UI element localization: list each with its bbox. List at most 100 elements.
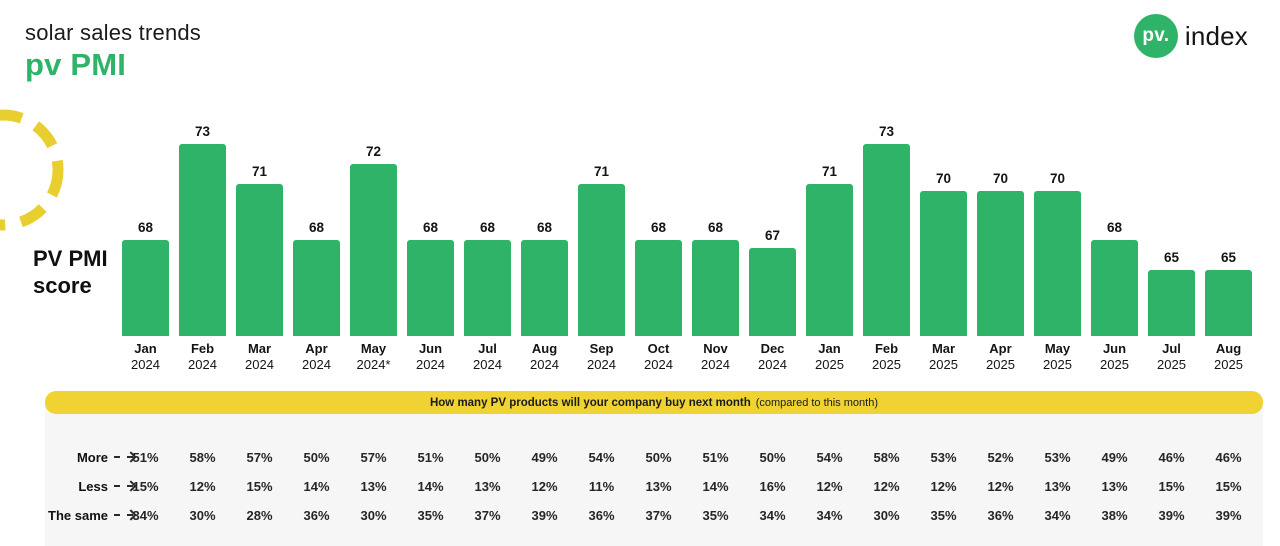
bar [749,248,796,336]
month-name: Jan [134,341,157,356]
table-cell: 12% [987,479,1014,494]
table-cell: 50% [474,450,501,465]
bar [179,144,226,336]
bar-value-label: 70 [992,171,1009,186]
bar-value-label: 65 [1220,250,1237,265]
table-cell: 34% [816,508,843,523]
month-year: 2025 [1100,357,1129,372]
table-cell: 58% [189,450,216,465]
table-row-label: The same [48,508,108,523]
month-tick-label: Dec 2024 [749,341,796,373]
bar [236,184,283,336]
bar-chart: 68 73 71 68 72 68 68 68 71 68 68 67 71 73 70 70 70 68 65 65 [122,110,1252,336]
month-year: 2025 [1157,357,1186,372]
table-row-label: Less [78,479,108,494]
month-year: 2024 [302,357,331,372]
table-cell: 12% [873,479,900,494]
table-cell: 30% [873,508,900,523]
y-axis-label-line2: score [33,273,92,298]
table-cell: 36% [987,508,1014,523]
month-tick-label: Aug 2024 [521,341,568,373]
month-tick-label: Mar 2025 [920,341,967,373]
table-cell: 36% [303,508,330,523]
month-year: 2024 [758,357,787,372]
month-year: 2024 [245,357,274,372]
table-row: More 51% 58% 57% 50% 57% 51% 50% 49% 54% 50% 51% 50%… [45,443,1263,472]
table-cell: 46% [1215,450,1242,465]
logo-text: index [1184,20,1248,51]
month-tick-label: Nov 2024 [692,341,739,373]
month-year: 2024 [188,357,217,372]
month-name: Feb [190,341,215,356]
bar-value-label: 68 [536,220,553,235]
chart-column: 65 [1148,110,1195,336]
chart-column: 68 [521,110,568,336]
month-tick-label: Apr 2025 [977,341,1024,373]
month-tick-label: Feb 2025 [863,341,910,373]
bar-value-label: 71 [821,164,838,179]
chart-column: 70 [920,110,967,336]
bar [521,240,568,336]
month-name: Dec [760,341,785,356]
table-cell: 37% [645,508,672,523]
month-name: Apr [305,341,328,356]
chart-column: 68 [635,110,682,336]
month-name: Mar [931,341,956,356]
month-year: 2024 [473,357,502,372]
table-cell: 54% [816,450,843,465]
table-cell: 15% [1158,479,1185,494]
bar-value-label: 68 [707,220,724,235]
chart-column: 71 [236,110,283,336]
bar-value-label: 73 [878,124,895,139]
y-axis-label-line1: PV PMI [33,246,108,271]
table-cell: 15% [1215,479,1242,494]
month-name: Nov [703,341,728,356]
survey-question-note: (compared to this month) [755,396,879,409]
table-cell: 28% [246,508,273,523]
month-name: Apr [989,341,1012,356]
bar [1148,270,1195,336]
bar [464,240,511,336]
page-subtitle: solar sales trends [25,20,202,45]
month-name: Jun [418,341,443,356]
table-cell: 53% [1044,450,1071,465]
table-row-label-wrap: More [45,443,135,472]
chart-column: 65 [1205,110,1252,336]
chart-column: 73 [179,110,226,336]
table-cell: 12% [531,479,558,494]
month-year: 2024 [131,357,160,372]
month-year: 2025 [1214,357,1243,372]
dashed-arrow-icon [114,513,133,516]
table-cell: 35% [417,508,444,523]
month-year: 2025 [929,357,958,372]
month-name: Jun [1102,341,1127,356]
bar [122,240,169,336]
chart-column: 68 [1091,110,1138,336]
bar-value-label: 68 [422,220,439,235]
month-tick-label: May 2025 [1034,341,1081,373]
month-year: 2024 [530,357,559,372]
table-cell: 13% [1044,479,1071,494]
chart-column: 70 [977,110,1024,336]
survey-table-rows: More 51% 58% 57% 50% 57% 51% 50% 49% 54% 50% 51% 50%… [45,443,1263,530]
bar-value-label: 65 [1163,250,1180,265]
table-cell: 57% [360,450,387,465]
bar [1091,240,1138,336]
table-cell: 13% [474,479,501,494]
table-cell: 50% [645,450,672,465]
table-cell: 39% [531,508,558,523]
month-tick-label: Sep 2024 [578,341,625,373]
table-cell: 14% [303,479,330,494]
bar [863,144,910,336]
month-axis: Jan 2024 Feb 2024 Mar 2024 Apr 2024 May 2024* Jun 2… [122,341,1252,373]
table-cell: 30% [360,508,387,523]
table-cell: 13% [645,479,672,494]
month-tick-label: Jan 2025 [806,341,853,373]
table-row-label-wrap: Less [45,472,135,501]
chart-column: 71 [578,110,625,336]
bar [635,240,682,336]
chart-column: 67 [749,110,796,336]
table-cell: 58% [873,450,900,465]
bar [1205,270,1252,336]
